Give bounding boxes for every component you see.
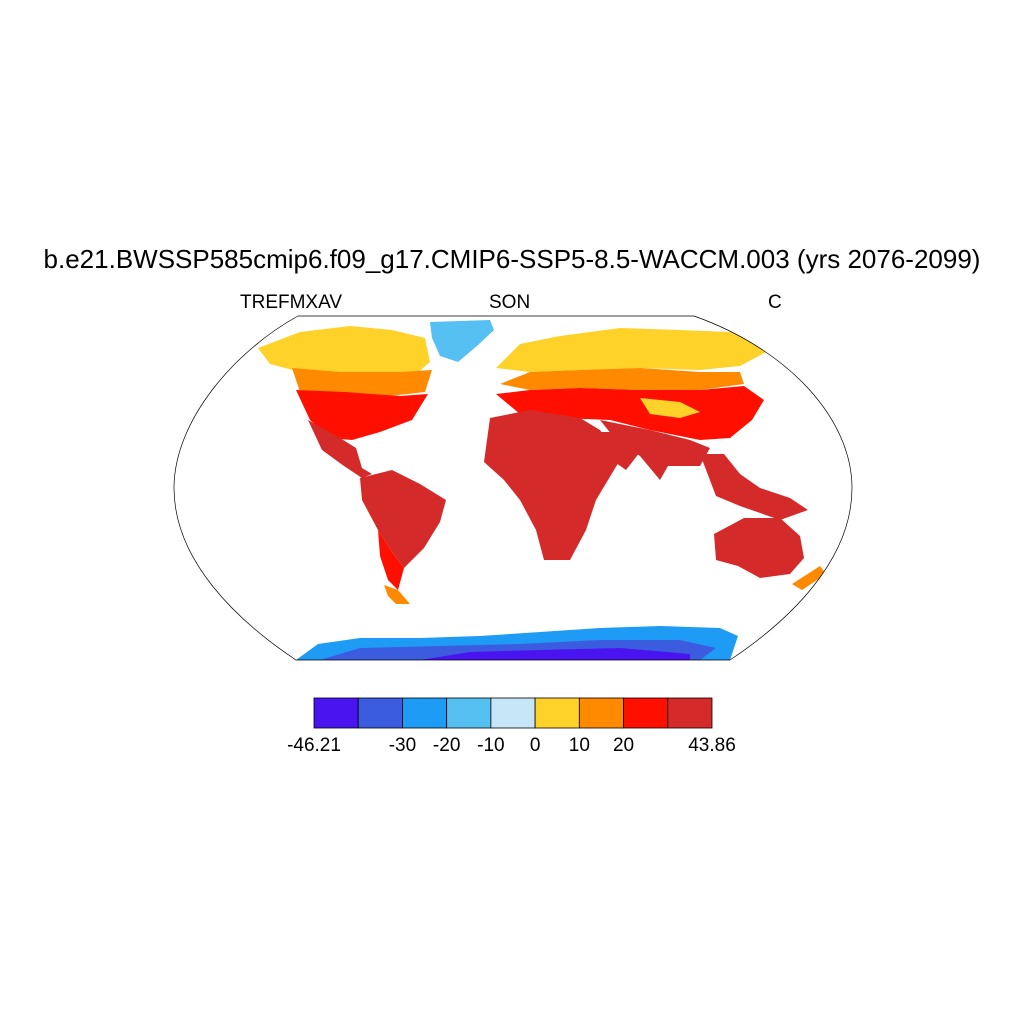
plot-title: b.e21.BWSSP585cmip6.f09_g17.CMIP6-SSP5-8… — [43, 244, 981, 274]
central-america — [308, 420, 372, 478]
colorbar-swatch — [357, 697, 403, 729]
colorbar-swatch — [490, 697, 536, 729]
tibet-plateau — [640, 398, 700, 418]
north-america-red-band — [296, 390, 428, 440]
north-america-orange-band — [292, 368, 432, 396]
units-label: C — [768, 292, 782, 313]
greenland — [430, 320, 494, 362]
colorbar-max-label: 43.86 — [688, 735, 736, 756]
colorbar-swatch — [402, 697, 448, 729]
eurasia-red-band — [496, 386, 764, 440]
arabia — [592, 432, 640, 470]
north-america-cold-band — [258, 326, 430, 375]
new-zealand — [792, 566, 826, 590]
colorbar-swatch — [534, 697, 580, 729]
colorbar-tick-label: -20 — [432, 735, 461, 756]
colorbar-tick-label: 10 — [568, 735, 590, 756]
land-fill-layer — [258, 320, 826, 660]
southeast-asia — [700, 454, 808, 520]
colorbar-swatch — [446, 697, 492, 729]
colorbar-swatch — [313, 697, 359, 729]
south-america-tip — [384, 585, 410, 604]
season-label: SON — [489, 292, 531, 313]
colorbar-min-label: -46.21 — [287, 735, 341, 756]
australia — [714, 518, 804, 578]
south-america-red — [378, 530, 404, 590]
colorbar-swatch — [667, 697, 713, 729]
eurasia-orange-band — [500, 368, 744, 390]
variable-label: TREFMXAV — [240, 292, 343, 313]
eurasia-cold-band — [496, 328, 770, 372]
colorbar-tick-label: -30 — [388, 735, 417, 756]
south-america-hot — [360, 470, 446, 568]
colorbar-swatch — [578, 697, 624, 729]
colorbar-tick-label: -10 — [477, 735, 505, 756]
colorbar-tick-label: 0 — [529, 735, 541, 756]
map-boundary — [173, 315, 853, 661]
south-asia — [600, 420, 710, 480]
africa — [484, 410, 620, 560]
colorbar-tick-label: 20 — [612, 735, 635, 756]
colorbar-swatch — [623, 697, 669, 729]
antarctica-plateau — [420, 648, 690, 660]
